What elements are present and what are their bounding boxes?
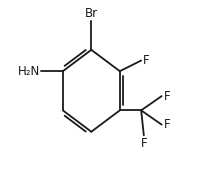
Text: F: F — [141, 137, 147, 150]
Text: F: F — [143, 54, 150, 67]
Text: Br: Br — [85, 7, 98, 20]
Text: F: F — [163, 90, 170, 103]
Text: H₂N: H₂N — [18, 65, 40, 78]
Text: F: F — [163, 118, 170, 131]
